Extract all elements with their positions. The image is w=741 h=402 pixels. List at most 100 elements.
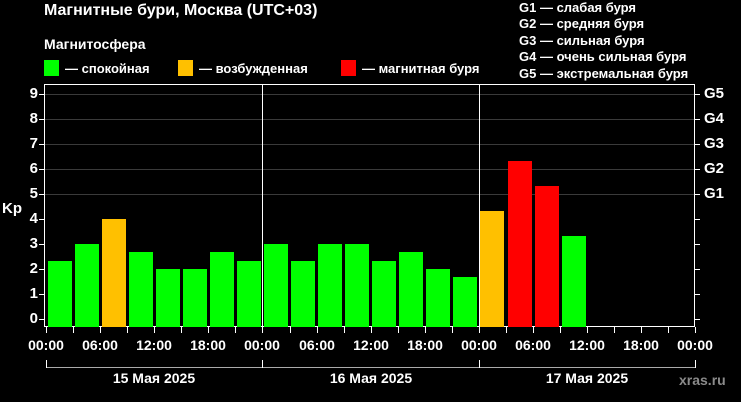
right-tick	[695, 219, 700, 220]
x-tick	[73, 327, 74, 333]
x-tick-label: 18:00	[190, 337, 226, 353]
kp-bar	[480, 211, 504, 327]
y-tick	[39, 294, 44, 295]
day-tick	[695, 360, 696, 368]
y-tick	[39, 269, 44, 270]
day-tick	[46, 360, 47, 368]
chart-title: Магнитные бури, Москва (UTC+03)	[44, 2, 318, 19]
x-tick-label: 12:00	[569, 337, 605, 353]
grid-line	[45, 119, 695, 120]
x-tick	[587, 327, 588, 333]
x-tick	[208, 327, 209, 333]
x-tick-label: 00:00	[28, 337, 64, 353]
grid-line	[45, 94, 695, 95]
legend-swatch-orange	[178, 60, 193, 76]
y-tick	[39, 119, 44, 120]
grid-line	[45, 194, 695, 195]
x-tick	[371, 327, 372, 333]
right-tick	[695, 119, 700, 120]
day-axis-line	[46, 367, 695, 368]
x-tick	[398, 327, 399, 333]
kp-bar	[156, 269, 180, 327]
y-tick-label: 1	[29, 285, 38, 302]
storm-level-label: G4	[704, 110, 725, 127]
x-tick	[425, 327, 426, 333]
x-tick-label: 18:00	[407, 337, 443, 353]
x-tick-label: 12:00	[136, 337, 172, 353]
y-tick	[39, 94, 44, 95]
day-separator	[262, 84, 263, 327]
x-tick	[668, 327, 669, 333]
kp-bar	[453, 277, 477, 327]
legend-swatch-red	[341, 60, 356, 76]
right-tick	[695, 269, 700, 270]
y-tick-label: 4	[29, 210, 38, 227]
day-label: 16 Мая 2025	[329, 370, 413, 386]
x-tick	[100, 327, 101, 333]
kp-bar	[264, 244, 288, 327]
x-tick	[290, 327, 291, 333]
kp-bar	[562, 236, 586, 327]
y-tick-label: 0	[29, 310, 38, 327]
kp-bar	[535, 186, 559, 327]
kp-bar	[237, 261, 261, 327]
y-tick	[39, 194, 44, 195]
right-tick	[695, 144, 700, 145]
grid-line	[45, 169, 695, 170]
y-tick-label: 9	[29, 85, 38, 102]
day-label: 17 Мая 2025	[545, 370, 629, 386]
x-tick	[695, 327, 696, 333]
day-tick	[479, 360, 480, 368]
kp-bar	[345, 244, 369, 327]
storm-scale-g2: G2 — средняя буря	[519, 16, 645, 32]
storm-scale-g4: G4 — очень сильная буря	[519, 49, 687, 65]
x-tick	[262, 327, 263, 333]
storm-level-label: G3	[704, 135, 725, 152]
legend-label: — магнитная буря	[362, 60, 480, 76]
x-tick	[533, 327, 534, 333]
y-tick	[39, 319, 44, 320]
x-tick	[235, 327, 236, 333]
legend-label: — возбужденная	[199, 60, 308, 76]
y-tick-label: 2	[29, 260, 38, 277]
y-tick	[39, 169, 44, 170]
x-tick	[479, 327, 480, 333]
day-tick	[262, 360, 263, 368]
x-tick	[641, 327, 642, 333]
right-tick	[695, 244, 700, 245]
x-tick-label: 06:00	[82, 337, 118, 353]
y-tick-label: 5	[29, 185, 38, 202]
x-tick	[614, 327, 615, 333]
x-tick-label: 12:00	[353, 337, 389, 353]
legend-item-active: — возбужденная	[178, 60, 308, 76]
x-tick	[154, 327, 155, 333]
kp-bar	[129, 252, 153, 327]
x-tick	[181, 327, 182, 333]
storm-scale-g3: G3 — сильная буря	[519, 32, 645, 48]
legend-swatch-green	[44, 60, 59, 76]
y-tick-label: 6	[29, 160, 38, 177]
kp-bar	[291, 261, 315, 327]
x-tick	[506, 327, 507, 333]
x-tick	[344, 327, 345, 333]
right-tick	[695, 194, 700, 195]
storm-scale-legend: G1 — слабая буря G2 — средняя буря G3 — …	[519, 0, 688, 82]
kp-bar	[102, 219, 126, 327]
x-tick-label: 00:00	[461, 337, 497, 353]
kp-bar	[210, 252, 234, 327]
kp-bar	[318, 244, 342, 327]
kp-bar	[183, 269, 207, 327]
y-tick-label: 3	[29, 235, 38, 252]
y-tick	[39, 244, 44, 245]
x-tick-label: 06:00	[515, 337, 551, 353]
day-label: 15 Мая 2025	[112, 370, 196, 386]
kp-bar	[372, 261, 396, 327]
y-tick-label: 7	[29, 135, 38, 152]
x-tick-label: 00:00	[677, 337, 713, 353]
kp-bar	[48, 261, 72, 327]
right-tick	[695, 94, 700, 95]
y-tick	[39, 219, 44, 220]
x-tick	[317, 327, 318, 333]
chart-subtitle: Магнитосфера	[44, 36, 146, 52]
grid-line	[45, 144, 695, 145]
